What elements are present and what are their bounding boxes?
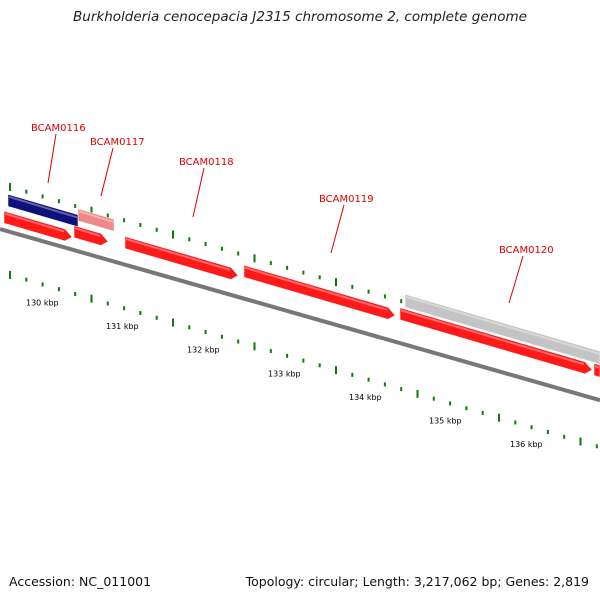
gene-label-leader	[47, 133, 57, 184]
gene-label-bcam0118[interactable]: BCAM0118	[179, 157, 234, 168]
gene-bcam0120[interactable]	[399, 307, 593, 375]
gene-bcam0117-upper[interactable]	[77, 208, 115, 232]
gene-bcam0120-upper-highlight	[405, 295, 600, 355]
gene-bcam0120-highlight	[400, 309, 585, 366]
kbp-tick-label: 133 kbp	[268, 369, 301, 378]
gene-bcam0120-upper[interactable]	[404, 293, 600, 365]
kbp-tick-label: 135 kbp	[429, 416, 462, 425]
gene-next[interactable]	[593, 363, 600, 378]
gene-bcam0117-highlight	[74, 227, 101, 237]
gene-bcam0116-upper-highlight	[8, 195, 78, 219]
map-title: Burkholderia cenocepacia J2315 chromosom…	[73, 9, 527, 25]
gene-next-highlight	[594, 365, 600, 369]
gene-bcam0117-upper-highlight	[78, 210, 114, 223]
gene-label-bcam0117[interactable]: BCAM0117	[90, 137, 145, 148]
gene-bcam0116-highlight	[4, 212, 65, 233]
gene-bcam0119-highlight	[244, 266, 388, 311]
gene-label-leader	[508, 255, 524, 304]
gene-bcam0118-highlight	[125, 238, 231, 271]
gene-label-leader	[100, 147, 114, 197]
kbp-tick-label: 132 kbp	[187, 346, 220, 355]
gene-bcam0119[interactable]	[243, 264, 396, 320]
kbp-tick-label: 130 kbp	[26, 299, 59, 308]
gene-label-leader	[192, 167, 205, 218]
gene-bcam0118[interactable]	[124, 236, 239, 280]
kbp-tick-label: 136 kbp	[510, 440, 543, 449]
genome-summary: Topology: circular; Length: 3,217,062 bp…	[245, 574, 589, 589]
accession-label: Accession: NC_011001	[9, 574, 152, 589]
gene-bcam0116[interactable]	[3, 210, 73, 242]
gene-label-leader	[330, 204, 345, 254]
gene-label-bcam0116[interactable]: BCAM0116	[31, 123, 86, 134]
gene-label-bcam0119[interactable]: BCAM0119	[319, 194, 374, 205]
gene-bcam0117[interactable]	[73, 225, 109, 246]
backbone-line	[0, 227, 600, 403]
gene-label-bcam0120[interactable]: BCAM0120	[499, 245, 554, 256]
kbp-tick-label: 131 kbp	[106, 322, 139, 331]
kbp-tick-label: 134 kbp	[349, 393, 382, 402]
